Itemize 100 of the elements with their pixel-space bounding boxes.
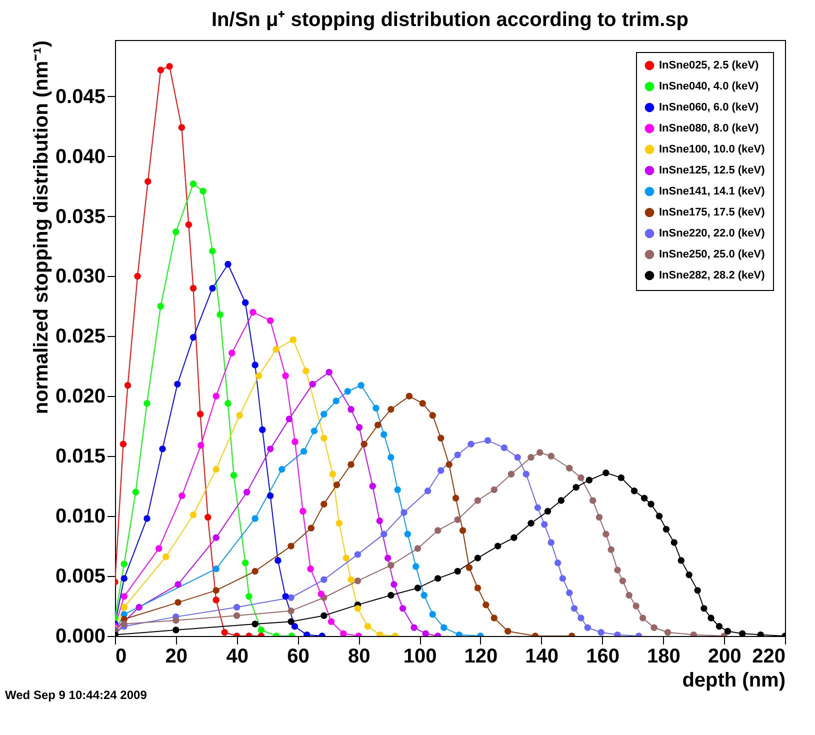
point — [399, 605, 406, 612]
legend-label: InSne060, 6.0 (keV) — [659, 102, 759, 114]
y-tick-label: 0.015 — [55, 446, 106, 468]
point — [410, 624, 418, 631]
point — [308, 524, 314, 532]
point — [724, 628, 732, 635]
point — [224, 260, 232, 268]
x-tick-label: 120 — [464, 646, 498, 668]
x-tick-label: 40 — [226, 646, 248, 668]
point — [333, 482, 340, 488]
y-tick-label: 0.040 — [55, 146, 106, 168]
point — [157, 66, 164, 74]
x-tick-label: 20 — [165, 646, 188, 668]
point — [307, 566, 314, 572]
point — [162, 554, 170, 560]
point — [340, 630, 347, 636]
point — [364, 623, 372, 630]
point — [508, 470, 515, 478]
point — [288, 607, 294, 614]
point — [354, 551, 362, 558]
point — [354, 577, 362, 584]
point — [209, 284, 216, 292]
point — [242, 299, 249, 306]
point — [390, 581, 398, 588]
point — [454, 516, 461, 524]
point — [259, 426, 266, 434]
point — [286, 416, 293, 422]
point — [598, 629, 604, 636]
point — [172, 228, 180, 236]
point — [328, 618, 335, 625]
point — [358, 382, 364, 389]
point — [468, 440, 474, 448]
point — [292, 438, 298, 446]
point — [452, 494, 460, 502]
point — [221, 629, 228, 636]
point — [212, 587, 220, 594]
point — [639, 614, 646, 622]
point — [290, 336, 297, 344]
point — [678, 557, 685, 564]
point — [156, 545, 162, 552]
point — [554, 560, 562, 566]
point — [310, 428, 318, 434]
point — [332, 398, 340, 404]
y-tick-label: 0.000 — [55, 626, 106, 648]
point — [422, 630, 429, 636]
point — [282, 372, 289, 380]
point — [233, 604, 240, 611]
point — [522, 470, 530, 478]
point — [446, 461, 452, 468]
point — [354, 605, 362, 612]
x-tick-label: 160 — [586, 646, 620, 668]
point — [228, 350, 236, 356]
point — [572, 484, 580, 491]
point — [369, 482, 376, 490]
y-tick-label: 0.020 — [55, 386, 106, 408]
point — [288, 618, 294, 625]
point — [144, 400, 150, 407]
point — [570, 605, 578, 612]
x-tick-label: 200 — [708, 646, 742, 668]
y-tick-label: 0.035 — [55, 206, 106, 228]
legend-label: InSne141, 14.1 (keV) — [659, 186, 766, 198]
point — [212, 466, 220, 473]
point — [198, 442, 204, 449]
point — [258, 626, 265, 634]
x-tick-label: 80 — [348, 646, 370, 668]
point — [664, 629, 672, 636]
point — [548, 452, 554, 460]
x-tick-label: 100 — [403, 646, 437, 668]
point — [278, 466, 286, 473]
point — [670, 539, 678, 546]
point — [434, 575, 442, 582]
point — [212, 596, 220, 604]
point — [662, 526, 670, 533]
point — [252, 362, 258, 368]
point — [534, 504, 542, 512]
x-tick-label: 180 — [646, 646, 680, 668]
point — [246, 593, 252, 600]
point — [120, 560, 128, 568]
point — [230, 472, 238, 479]
point — [244, 488, 250, 496]
point — [412, 563, 420, 570]
point — [541, 521, 548, 528]
chart-title: In/Sn μ⁺ stopping distribution according to trim.sp — [212, 9, 688, 31]
point — [288, 542, 294, 550]
point — [174, 599, 182, 606]
point — [212, 566, 220, 572]
point — [494, 542, 502, 550]
point — [490, 486, 498, 494]
point — [300, 448, 308, 455]
point — [528, 454, 534, 461]
point — [708, 614, 714, 622]
legend-label: InSne040, 4.0 (keV) — [659, 80, 759, 92]
point — [272, 346, 280, 353]
point — [650, 624, 658, 631]
point — [302, 368, 310, 374]
point — [174, 581, 182, 588]
point — [504, 628, 512, 635]
point — [394, 486, 401, 494]
point — [291, 623, 298, 630]
point — [356, 424, 363, 431]
